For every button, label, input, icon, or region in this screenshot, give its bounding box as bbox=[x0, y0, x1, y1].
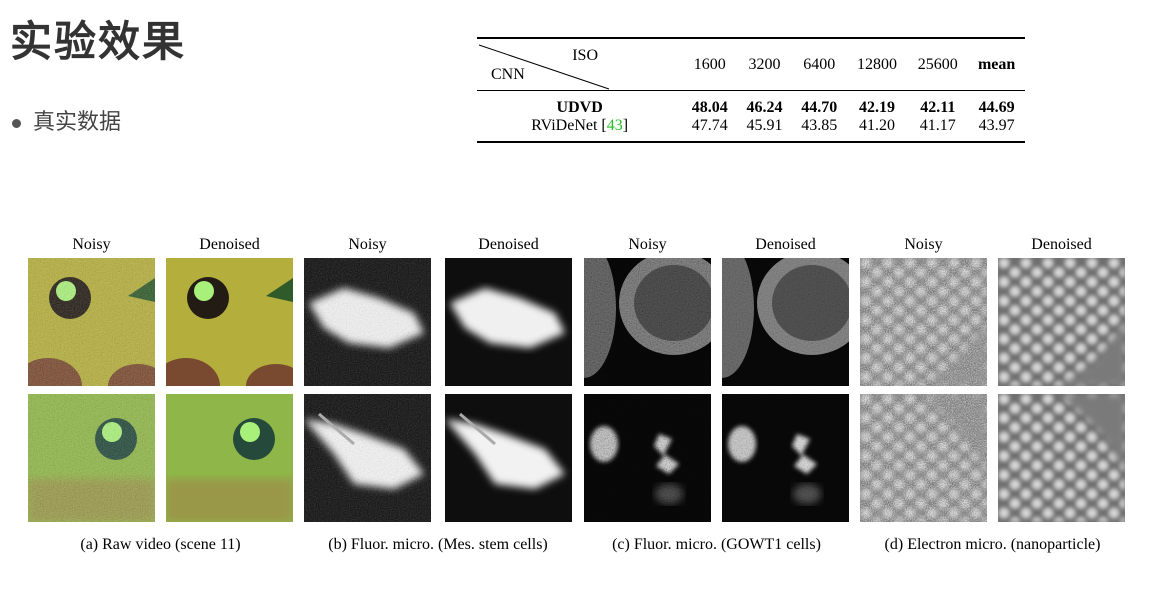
cell: 48.04 bbox=[691, 99, 728, 116]
col-label: 6400 bbox=[791, 37, 847, 91]
image-shape bbox=[722, 394, 849, 522]
figure-image bbox=[860, 258, 987, 386]
image-shape bbox=[166, 479, 293, 522]
image-shape bbox=[246, 364, 293, 386]
figure-image bbox=[166, 258, 293, 386]
row-label: UDVD bbox=[556, 99, 603, 116]
figure-image bbox=[28, 258, 155, 386]
column-label: Noisy bbox=[628, 236, 666, 253]
image-shape bbox=[28, 258, 155, 386]
cell: 41.20 bbox=[846, 117, 908, 143]
bullet-text: 真实数据 bbox=[33, 110, 122, 135]
image-shape bbox=[1058, 318, 1125, 386]
caption: (a) Raw video (scene 11) bbox=[80, 536, 240, 553]
cell: 44.69 bbox=[978, 99, 1015, 116]
bullet-item: 真实数据 bbox=[12, 104, 121, 136]
figure-image bbox=[722, 258, 849, 386]
cell: 44.70 bbox=[801, 99, 838, 116]
table-header: ISO CNN 1600 3200 6400 12800 25600 mean bbox=[477, 37, 1025, 91]
figure-image bbox=[584, 394, 711, 522]
cell: 42.19 bbox=[858, 99, 895, 116]
image-shape bbox=[860, 394, 987, 522]
image-shape bbox=[1058, 394, 1125, 474]
col-label: 1600 bbox=[682, 37, 738, 91]
image-shape bbox=[722, 258, 849, 386]
col-label: 12800 bbox=[846, 37, 908, 91]
corner-cell: ISO CNN bbox=[477, 37, 683, 91]
slide-title: 实验效果 bbox=[10, 17, 187, 66]
diagonal-header: ISO CNN bbox=[477, 39, 612, 90]
figure-image bbox=[860, 394, 987, 522]
column-label: Denoised bbox=[755, 236, 815, 253]
cell: 43.97 bbox=[968, 117, 1025, 143]
image-shape bbox=[304, 258, 431, 386]
figure-image bbox=[166, 394, 293, 522]
cell: 42.11 bbox=[920, 99, 956, 116]
image-shape bbox=[28, 394, 155, 522]
image-shape bbox=[304, 394, 431, 522]
figure-image bbox=[304, 394, 431, 522]
cell: 45.91 bbox=[737, 117, 792, 143]
column-label: Denoised bbox=[478, 236, 538, 253]
caption: (b) Fluor. micro. (Mes. stem cells) bbox=[328, 536, 548, 553]
image-shape bbox=[584, 258, 711, 386]
results-table: ISO CNN 1600 3200 6400 12800 25600 mean UDVD 4… bbox=[477, 37, 1025, 143]
image-shape bbox=[240, 422, 260, 442]
table-row: RViDeNet [43] 47.74 45.91 43.85 41.20 41.17 43… bbox=[477, 117, 1025, 143]
figure-image bbox=[28, 394, 155, 522]
col-header: ISO bbox=[572, 47, 598, 64]
table-row: UDVD 48.04 46.24 44.70 42.19 42.11 44.69 bbox=[477, 91, 1025, 118]
diagonal-line bbox=[478, 44, 610, 90]
caption: (d) Electron micro. (nanoparticle) bbox=[885, 536, 1101, 553]
image-shape bbox=[450, 288, 565, 348]
cell: 41.17 bbox=[907, 117, 969, 143]
col-label: mean bbox=[968, 37, 1025, 91]
figure-image bbox=[722, 394, 849, 522]
image-shape bbox=[266, 278, 293, 302]
image-shape bbox=[860, 258, 987, 386]
column-label: Denoised bbox=[1031, 236, 1091, 253]
figure: Noisy Denoised (a) Raw video (scene 11) Noi… bbox=[28, 236, 1125, 553]
figure-image bbox=[445, 258, 572, 386]
image-shape bbox=[584, 394, 711, 522]
figure-image bbox=[998, 394, 1125, 522]
image-shape bbox=[445, 419, 565, 489]
col-label: 3200 bbox=[737, 37, 792, 91]
row-label: RViDeNet [43] bbox=[477, 117, 683, 143]
cell: 46.24 bbox=[746, 99, 783, 116]
bullet-dot bbox=[12, 118, 21, 128]
column-label: Noisy bbox=[904, 236, 942, 253]
column-label: Noisy bbox=[72, 236, 110, 253]
image-shape bbox=[166, 358, 220, 386]
image-shape bbox=[459, 412, 496, 446]
figure-image bbox=[304, 258, 431, 386]
cell: 43.85 bbox=[791, 117, 847, 143]
caption: (c) Fluor. micro. (GOWT1 cells) bbox=[612, 536, 821, 553]
figure-image bbox=[445, 394, 572, 522]
row-header: CNN bbox=[491, 66, 525, 83]
column-label: Noisy bbox=[348, 236, 386, 253]
cell: 47.74 bbox=[682, 117, 738, 143]
column-label: Denoised bbox=[199, 236, 259, 253]
figure-image bbox=[584, 258, 711, 386]
col-label: 25600 bbox=[907, 37, 969, 91]
image-shape bbox=[194, 281, 214, 301]
figure-image bbox=[998, 258, 1125, 386]
